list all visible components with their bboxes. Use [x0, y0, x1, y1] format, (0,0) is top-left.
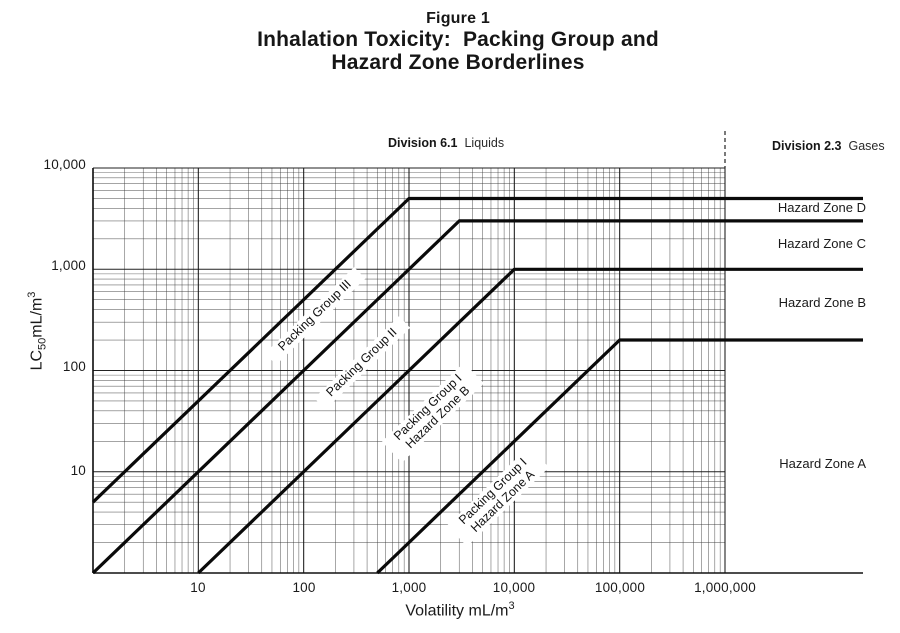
hazard-zone-a-label: Hazard Zone A: [779, 456, 866, 471]
figure-label: Figure 1: [426, 10, 490, 27]
x-axis-title-text: Volatility mL/m: [405, 602, 509, 620]
division-61-liquids-label: Division 6.1 Liquids: [388, 136, 504, 150]
x-tick-10000: 10,000: [492, 580, 536, 595]
borderline-1-packing-group-iii-borderline: [91, 196, 863, 504]
x-axis-title-sup: 3: [508, 600, 515, 612]
hazard-zone-c-label: Hazard Zone C: [777, 236, 866, 251]
division-23-gases-label: Division 2.3 Gases: [772, 139, 885, 153]
chart-title-line1: Inhalation Toxicity: Packing Group and: [257, 27, 659, 51]
division-61-label: Division 6.1: [388, 136, 458, 150]
x-tick-100: 100: [292, 580, 316, 595]
gases-label: Gases: [848, 139, 885, 153]
liquids-label: Liquids: [464, 136, 505, 150]
borderline-3-packing-group-i-hazard-zone-b-borderline: [197, 267, 863, 575]
x-tick-100000: 100,000: [594, 580, 646, 595]
chart-title-line2: Hazard Zone Borderlines: [331, 51, 585, 75]
y-axis-title-sub: 50: [36, 337, 49, 350]
y-tick-10000: 10,000: [43, 157, 86, 172]
y-axis-title-units: mL/m: [28, 297, 46, 338]
y-axis-title-lc: LC: [28, 349, 46, 371]
hazard-zone-b-label: Hazard Zone B: [778, 295, 866, 310]
borderline-4-packing-group-i-hazard-zone-a-borderline: [376, 338, 863, 575]
y-tick-10: 10: [70, 463, 86, 478]
y-tick-1000: 1,000: [51, 258, 86, 273]
title-block: Figure 1 Inhalation Toxicity: Packing Gr…: [8, 10, 900, 75]
division-23-label: Division 2.3: [772, 139, 842, 153]
y-axis-title-sup: 3: [26, 291, 38, 298]
borderline-2-packing-group-ii-borderline: [91, 219, 863, 575]
y-axis-title: LC50mL/m3: [26, 266, 49, 396]
y-tick-100: 100: [62, 359, 86, 374]
x-axis-title: Volatility mL/m3: [330, 600, 590, 620]
x-tick-1000000: 1,000,000: [694, 580, 756, 595]
x-tick-1000: 1,000: [391, 580, 427, 595]
x-tick-10: 10: [190, 580, 206, 595]
hazard-zone-d-label: Hazard Zone D: [777, 200, 866, 215]
